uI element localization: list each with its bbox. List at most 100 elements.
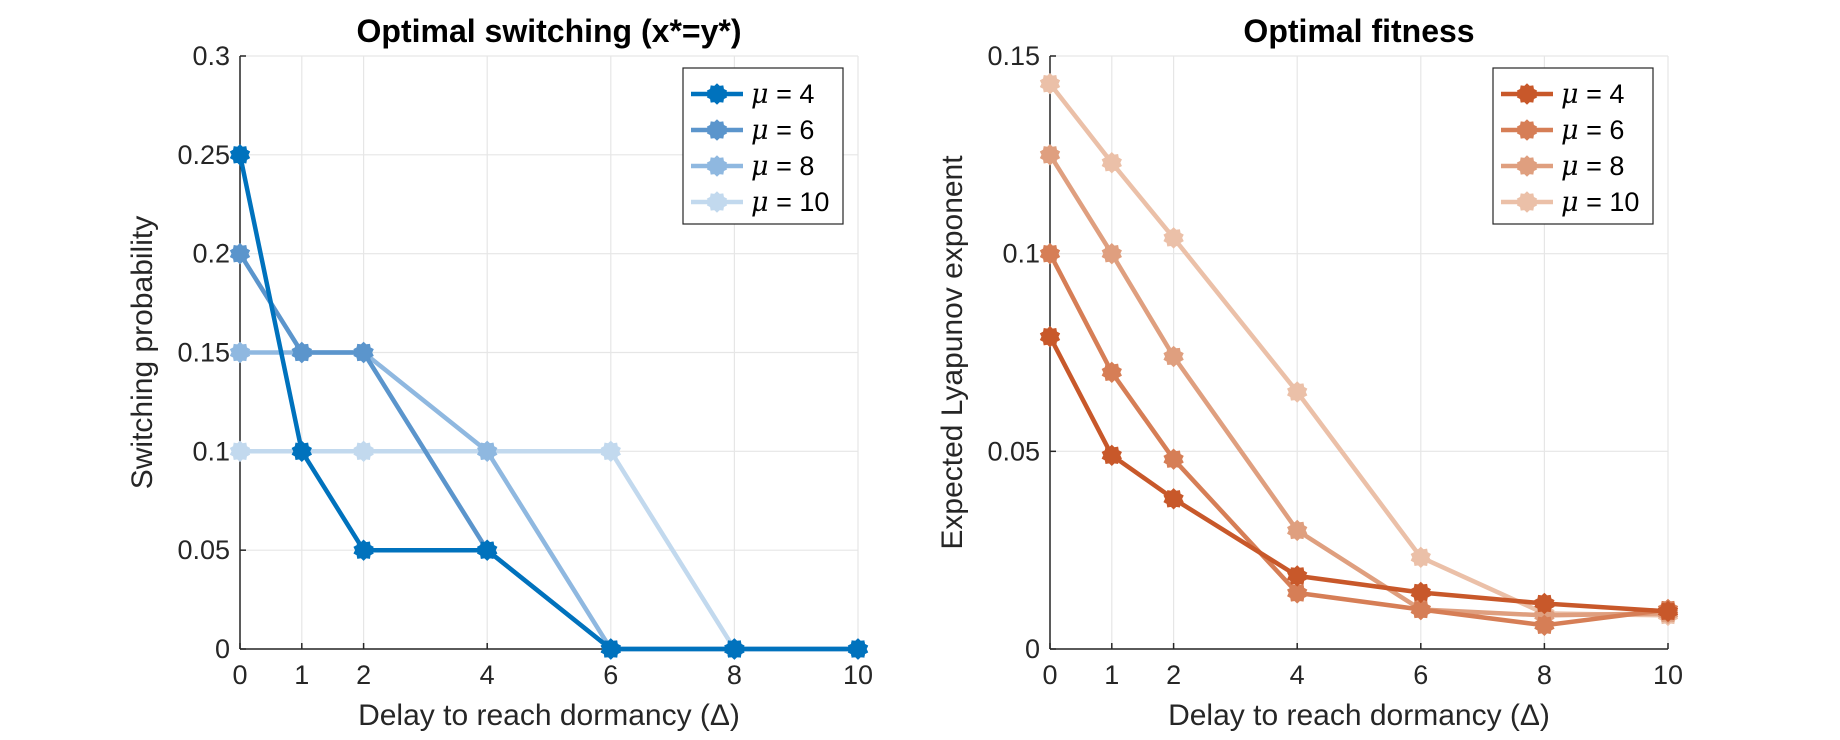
left-legend: μ = 4 μ = 6 μ = 8 μ = 10 bbox=[682, 67, 844, 225]
right-legend-label-1: μ = 6 bbox=[1561, 115, 1624, 146]
right-series-1-point-3 bbox=[1287, 582, 1308, 604]
right-x-tick-label-6: 10 bbox=[1653, 660, 1683, 690]
left-series-0-point-5 bbox=[724, 638, 745, 660]
left-series-0-point-6 bbox=[847, 638, 869, 660]
right-series-3-point-4 bbox=[1410, 546, 1431, 568]
left-x-tick-label-6: 10 bbox=[843, 660, 873, 690]
right-series-0-point-3 bbox=[1287, 565, 1308, 587]
right-series-3-point-1 bbox=[1101, 152, 1122, 174]
right-series-0-point-6 bbox=[1657, 600, 1679, 623]
left-legend-item-1: μ = 6 bbox=[691, 115, 814, 146]
right-legend-item-1: μ = 6 bbox=[1501, 115, 1624, 146]
right-x-tick-label-5: 8 bbox=[1537, 660, 1552, 690]
right-x-tick-label-0: 0 bbox=[1042, 660, 1057, 690]
left-series bbox=[229, 144, 869, 660]
left-legend-item-3: μ = 10 bbox=[691, 187, 829, 218]
left-chart-switching: 0 1 2 4 6 8 10 0 0.05 0.1 0.15 0.2 0.25 0.3 Optimal sw… bbox=[126, 13, 873, 732]
right-series-0-point-5 bbox=[1534, 592, 1555, 615]
right-series bbox=[1039, 73, 1679, 636]
left-series-3-point-0 bbox=[229, 440, 251, 462]
left-x-tick-label-0: 0 bbox=[232, 660, 247, 690]
left-series-0-point-2 bbox=[353, 539, 374, 561]
left-legend-label-3: μ = 10 bbox=[751, 187, 829, 218]
right-legend-swatch-marker-1 bbox=[1516, 119, 1538, 141]
right-y-tick-label-2: 0.1 bbox=[1002, 239, 1040, 269]
right-legend-label-0: μ = 4 bbox=[1561, 79, 1624, 110]
right-x-tick-label-3: 4 bbox=[1290, 660, 1305, 690]
left-legend-swatch-marker-3 bbox=[706, 191, 728, 213]
left-series-1-point-1 bbox=[291, 341, 312, 364]
right-legend: μ = 4 μ = 6 μ = 8 μ = 10 bbox=[1492, 67, 1654, 225]
left-legend-item-0: μ = 4 bbox=[691, 79, 814, 110]
left-y-tick-label-1: 0.05 bbox=[177, 535, 230, 565]
left-series-0 bbox=[229, 144, 869, 660]
left-series-1-point-0 bbox=[229, 243, 251, 265]
right-series-0-point-0 bbox=[1039, 326, 1061, 348]
left-legend-swatch-marker-2 bbox=[706, 155, 728, 177]
right-series-2-point-2 bbox=[1163, 345, 1184, 368]
left-series-1-point-2 bbox=[353, 341, 374, 364]
right-legend-label-3: μ = 10 bbox=[1561, 187, 1639, 218]
left-series-2-point-0 bbox=[229, 341, 251, 364]
left-legend-label-0: μ = 4 bbox=[751, 79, 814, 110]
left-series-3-point-4 bbox=[600, 440, 621, 462]
left-series-0-point-0 bbox=[229, 144, 251, 166]
right-y-tick-label-1: 0.05 bbox=[987, 436, 1040, 466]
left-y-tick-label-3: 0.15 bbox=[177, 338, 230, 368]
right-series-3-point-3 bbox=[1287, 381, 1308, 403]
left-y-tick-label-2: 0.1 bbox=[192, 436, 230, 466]
right-x-tick-label-1: 1 bbox=[1104, 660, 1119, 690]
right-y-axis-label: Expected Lyapunov exponent bbox=[936, 155, 969, 550]
right-chart-title: Optimal fitness bbox=[1243, 13, 1474, 49]
left-x-axis-label: Delay to reach dormancy (Δ) bbox=[358, 699, 740, 732]
right-legend-swatch-marker-3 bbox=[1516, 191, 1538, 213]
left-x-tick-label-4: 6 bbox=[603, 660, 618, 690]
right-series-1-point-4 bbox=[1410, 598, 1431, 621]
right-y-tick-label-3: 0.15 bbox=[987, 41, 1040, 71]
left-legend-swatch-marker-0 bbox=[706, 83, 728, 105]
right-legend-item-3: μ = 10 bbox=[1501, 187, 1639, 218]
left-y-tick-label-5: 0.25 bbox=[177, 140, 230, 170]
left-series-3-point-2 bbox=[353, 440, 374, 462]
right-x-tick-label-4: 6 bbox=[1413, 660, 1428, 690]
right-x-axis-label: Delay to reach dormancy (Δ) bbox=[1168, 699, 1550, 732]
right-chart-fitness: 0 1 2 4 6 8 10 0 0.05 0.1 0.15 Optimal fitness Delay… bbox=[936, 13, 1683, 732]
right-series-3-point-0 bbox=[1039, 73, 1061, 95]
left-x-tick-label-3: 4 bbox=[480, 660, 495, 690]
left-series-2-point-3 bbox=[477, 440, 498, 462]
left-y-tick-label-6: 0.3 bbox=[192, 41, 230, 71]
left-y-tick-label-0: 0 bbox=[215, 634, 230, 664]
left-x-tick-label-5: 8 bbox=[727, 660, 742, 690]
right-series-0-point-4 bbox=[1410, 581, 1431, 604]
left-legend-label-1: μ = 6 bbox=[751, 115, 814, 146]
right-series-2-point-1 bbox=[1101, 243, 1122, 265]
right-series-1-point-1 bbox=[1101, 361, 1122, 383]
right-legend-swatch-marker-0 bbox=[1516, 83, 1538, 105]
left-y-tick-label-4: 0.2 bbox=[192, 239, 230, 269]
right-legend-swatch-marker-2 bbox=[1516, 155, 1538, 177]
left-x-tick-label-1: 1 bbox=[294, 660, 309, 690]
left-series-0-point-3 bbox=[477, 539, 498, 561]
right-legend-item-2: μ = 8 bbox=[1501, 151, 1624, 182]
left-x-tick-label-2: 2 bbox=[356, 660, 371, 690]
right-legend-label-2: μ = 8 bbox=[1561, 151, 1624, 182]
right-series-1-point-0 bbox=[1039, 243, 1061, 265]
right-series-2-point-0 bbox=[1039, 144, 1061, 166]
right-series-0 bbox=[1039, 326, 1679, 623]
right-series-1-point-2 bbox=[1163, 448, 1184, 470]
right-x-tick-label-2: 2 bbox=[1166, 660, 1181, 690]
left-series-0-point-4 bbox=[600, 638, 621, 660]
left-series-0-point-1 bbox=[291, 440, 312, 462]
right-series-2-point-3 bbox=[1287, 519, 1308, 542]
left-legend-label-2: μ = 8 bbox=[751, 151, 814, 182]
left-legend-swatch-marker-1 bbox=[706, 119, 728, 141]
left-chart-title: Optimal switching (x*=y*) bbox=[357, 13, 742, 49]
right-legend-item-0: μ = 4 bbox=[1501, 79, 1624, 110]
left-legend-item-2: μ = 8 bbox=[691, 151, 814, 182]
right-series-1-point-5 bbox=[1534, 614, 1555, 636]
right-series-0-point-1 bbox=[1101, 444, 1122, 466]
right-y-tick-label-0: 0 bbox=[1025, 634, 1040, 664]
right-series-3-point-2 bbox=[1163, 227, 1184, 249]
right-series-0-point-2 bbox=[1163, 488, 1184, 510]
